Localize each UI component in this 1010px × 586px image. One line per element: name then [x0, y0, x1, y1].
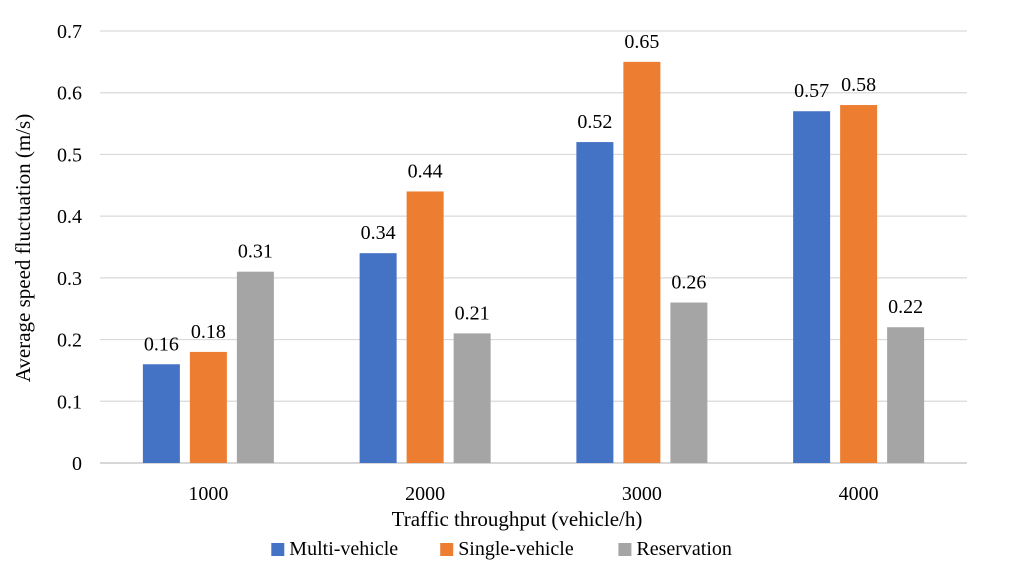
y-tick-label: 0.1	[57, 391, 82, 413]
bar-reservation-3000	[670, 302, 708, 463]
y-tick-label: 0	[72, 453, 82, 475]
bar-reservation-2000	[453, 333, 491, 463]
data-label: 0.16	[144, 333, 179, 355]
bar-single-vehicle-2000	[406, 191, 444, 463]
bar-multi-vehicle-3000	[576, 142, 614, 464]
data-labels: 0.16 0.18 0.31 0.34 0.44 0.21 0.52 0.65 0.26 0.57…	[144, 31, 923, 355]
data-label: 0.57	[794, 80, 829, 102]
bar-single-vehicle-4000	[840, 105, 878, 464]
bar-multi-vehicle-2000	[359, 253, 397, 463]
data-label: 0.22	[888, 296, 923, 318]
data-label: 0.21	[455, 302, 490, 324]
data-label: 0.34	[361, 222, 396, 244]
x-tick-label: 4000	[839, 483, 879, 505]
bar-multi-vehicle-4000	[793, 111, 831, 463]
x-tick-label: 3000	[622, 483, 662, 505]
y-tick-label: 0.5	[57, 144, 82, 166]
legend: Multi-vehicle Single-vehicle Reservation	[271, 538, 732, 560]
legend-swatch-reservation	[618, 543, 632, 556]
gridlines	[100, 30, 967, 464]
y-tick-label: 0.7	[57, 21, 82, 43]
y-axis-title: Average speed fluctuation (m/s)	[11, 114, 35, 382]
y-tick-label: 0.3	[57, 268, 82, 290]
legend-label: Multi-vehicle	[289, 538, 398, 560]
y-axis-ticks: 0 0.1 0.2 0.3 0.4 0.5 0.6 0.7	[57, 21, 82, 475]
bar-reservation-4000	[887, 327, 925, 463]
y-tick-label: 0.2	[57, 330, 82, 352]
bar-multi-vehicle-1000	[142, 364, 180, 463]
data-label: 0.31	[238, 241, 273, 263]
legend-swatch-single-vehicle	[440, 543, 454, 556]
x-axis-ticks: 1000 2000 3000 4000	[188, 483, 878, 505]
legend-label: Reservation	[636, 538, 732, 560]
bar-single-vehicle-1000	[189, 351, 227, 463]
legend-swatch-multi-vehicle	[271, 543, 285, 556]
x-axis-title: Traffic throughput (vehicle/h)	[392, 507, 643, 531]
x-tick-label: 1000	[188, 483, 228, 505]
data-label: 0.52	[577, 111, 612, 133]
y-tick-label: 0.4	[57, 206, 82, 228]
y-tick-label: 0.6	[57, 83, 82, 105]
data-label: 0.65	[624, 31, 659, 53]
bars	[142, 61, 925, 464]
legend-label: Single-vehicle	[458, 538, 574, 560]
data-label: 0.58	[841, 74, 876, 96]
data-label: 0.44	[408, 160, 443, 182]
bar-single-vehicle-3000	[623, 61, 661, 463]
bar-reservation-1000	[236, 271, 274, 463]
data-label: 0.18	[191, 321, 226, 343]
x-tick-label: 2000	[405, 483, 445, 505]
data-label: 0.26	[671, 272, 706, 294]
